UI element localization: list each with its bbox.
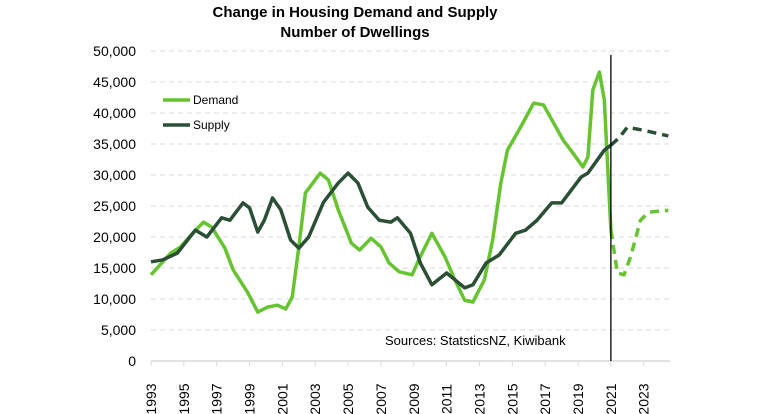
x-tick-label: 2015 bbox=[504, 383, 520, 414]
series-lines bbox=[149, 70, 669, 314]
supply-forecast-line bbox=[609, 125, 669, 147]
x-tick-label: 1993 bbox=[143, 383, 159, 414]
y-tick-label: 5,000 bbox=[101, 322, 136, 338]
chart-title: Change in Housing Demand and Supply bbox=[212, 4, 498, 21]
x-tick-label: 1997 bbox=[209, 383, 225, 414]
chart-subtitle: Number of Dwellings bbox=[280, 24, 429, 41]
legend-label-demand: Demand bbox=[193, 93, 238, 107]
demand-line bbox=[149, 70, 613, 314]
x-tick-label: 2003 bbox=[307, 383, 323, 414]
x-axis: 1993 1995 1997 1999 2001 2003 2005 2007 2009 2011… bbox=[143, 360, 670, 414]
x-tick-label: 2009 bbox=[406, 383, 422, 414]
x-tick-label: 2001 bbox=[274, 383, 290, 414]
legend: Demand Supply bbox=[163, 93, 238, 132]
y-tick-label: 20,000 bbox=[93, 229, 136, 245]
x-tick-label: 2005 bbox=[340, 383, 356, 414]
y-tick-label: 45,000 bbox=[93, 74, 136, 90]
x-tick-label: 2011 bbox=[439, 384, 455, 414]
y-tick-label: 10,000 bbox=[93, 291, 136, 307]
y-tick-label: 50,000 bbox=[93, 43, 136, 59]
y-tick-label: 30,000 bbox=[93, 167, 136, 183]
demand-forecast-line bbox=[609, 208, 669, 277]
y-tick-label: 25,000 bbox=[93, 198, 136, 214]
x-tick-label: 2019 bbox=[570, 383, 586, 414]
x-tick-label: 1995 bbox=[176, 383, 192, 414]
y-tick-label: 0 bbox=[128, 353, 136, 369]
x-tick-label: 2007 bbox=[373, 383, 389, 414]
y-axis: 0 5,000 10,000 15,000 20,000 25,000 30,000 35,0… bbox=[93, 43, 136, 369]
y-tick-label: 40,000 bbox=[93, 105, 136, 121]
x-tick-label: 2023 bbox=[636, 383, 652, 414]
y-tick-label: 35,000 bbox=[93, 136, 136, 152]
x-tick-label: 2013 bbox=[471, 383, 487, 414]
x-tick-label: 2021 bbox=[603, 383, 619, 414]
legend-label-supply: Supply bbox=[193, 118, 230, 132]
y-tick-label: 15,000 bbox=[93, 260, 136, 276]
x-tick-label: 1999 bbox=[242, 383, 258, 414]
x-tick-label: 2017 bbox=[537, 383, 553, 414]
supply-line bbox=[150, 143, 612, 290]
sources-annotation: Sources: StatsticsNZ, Kiwibank bbox=[385, 333, 566, 348]
